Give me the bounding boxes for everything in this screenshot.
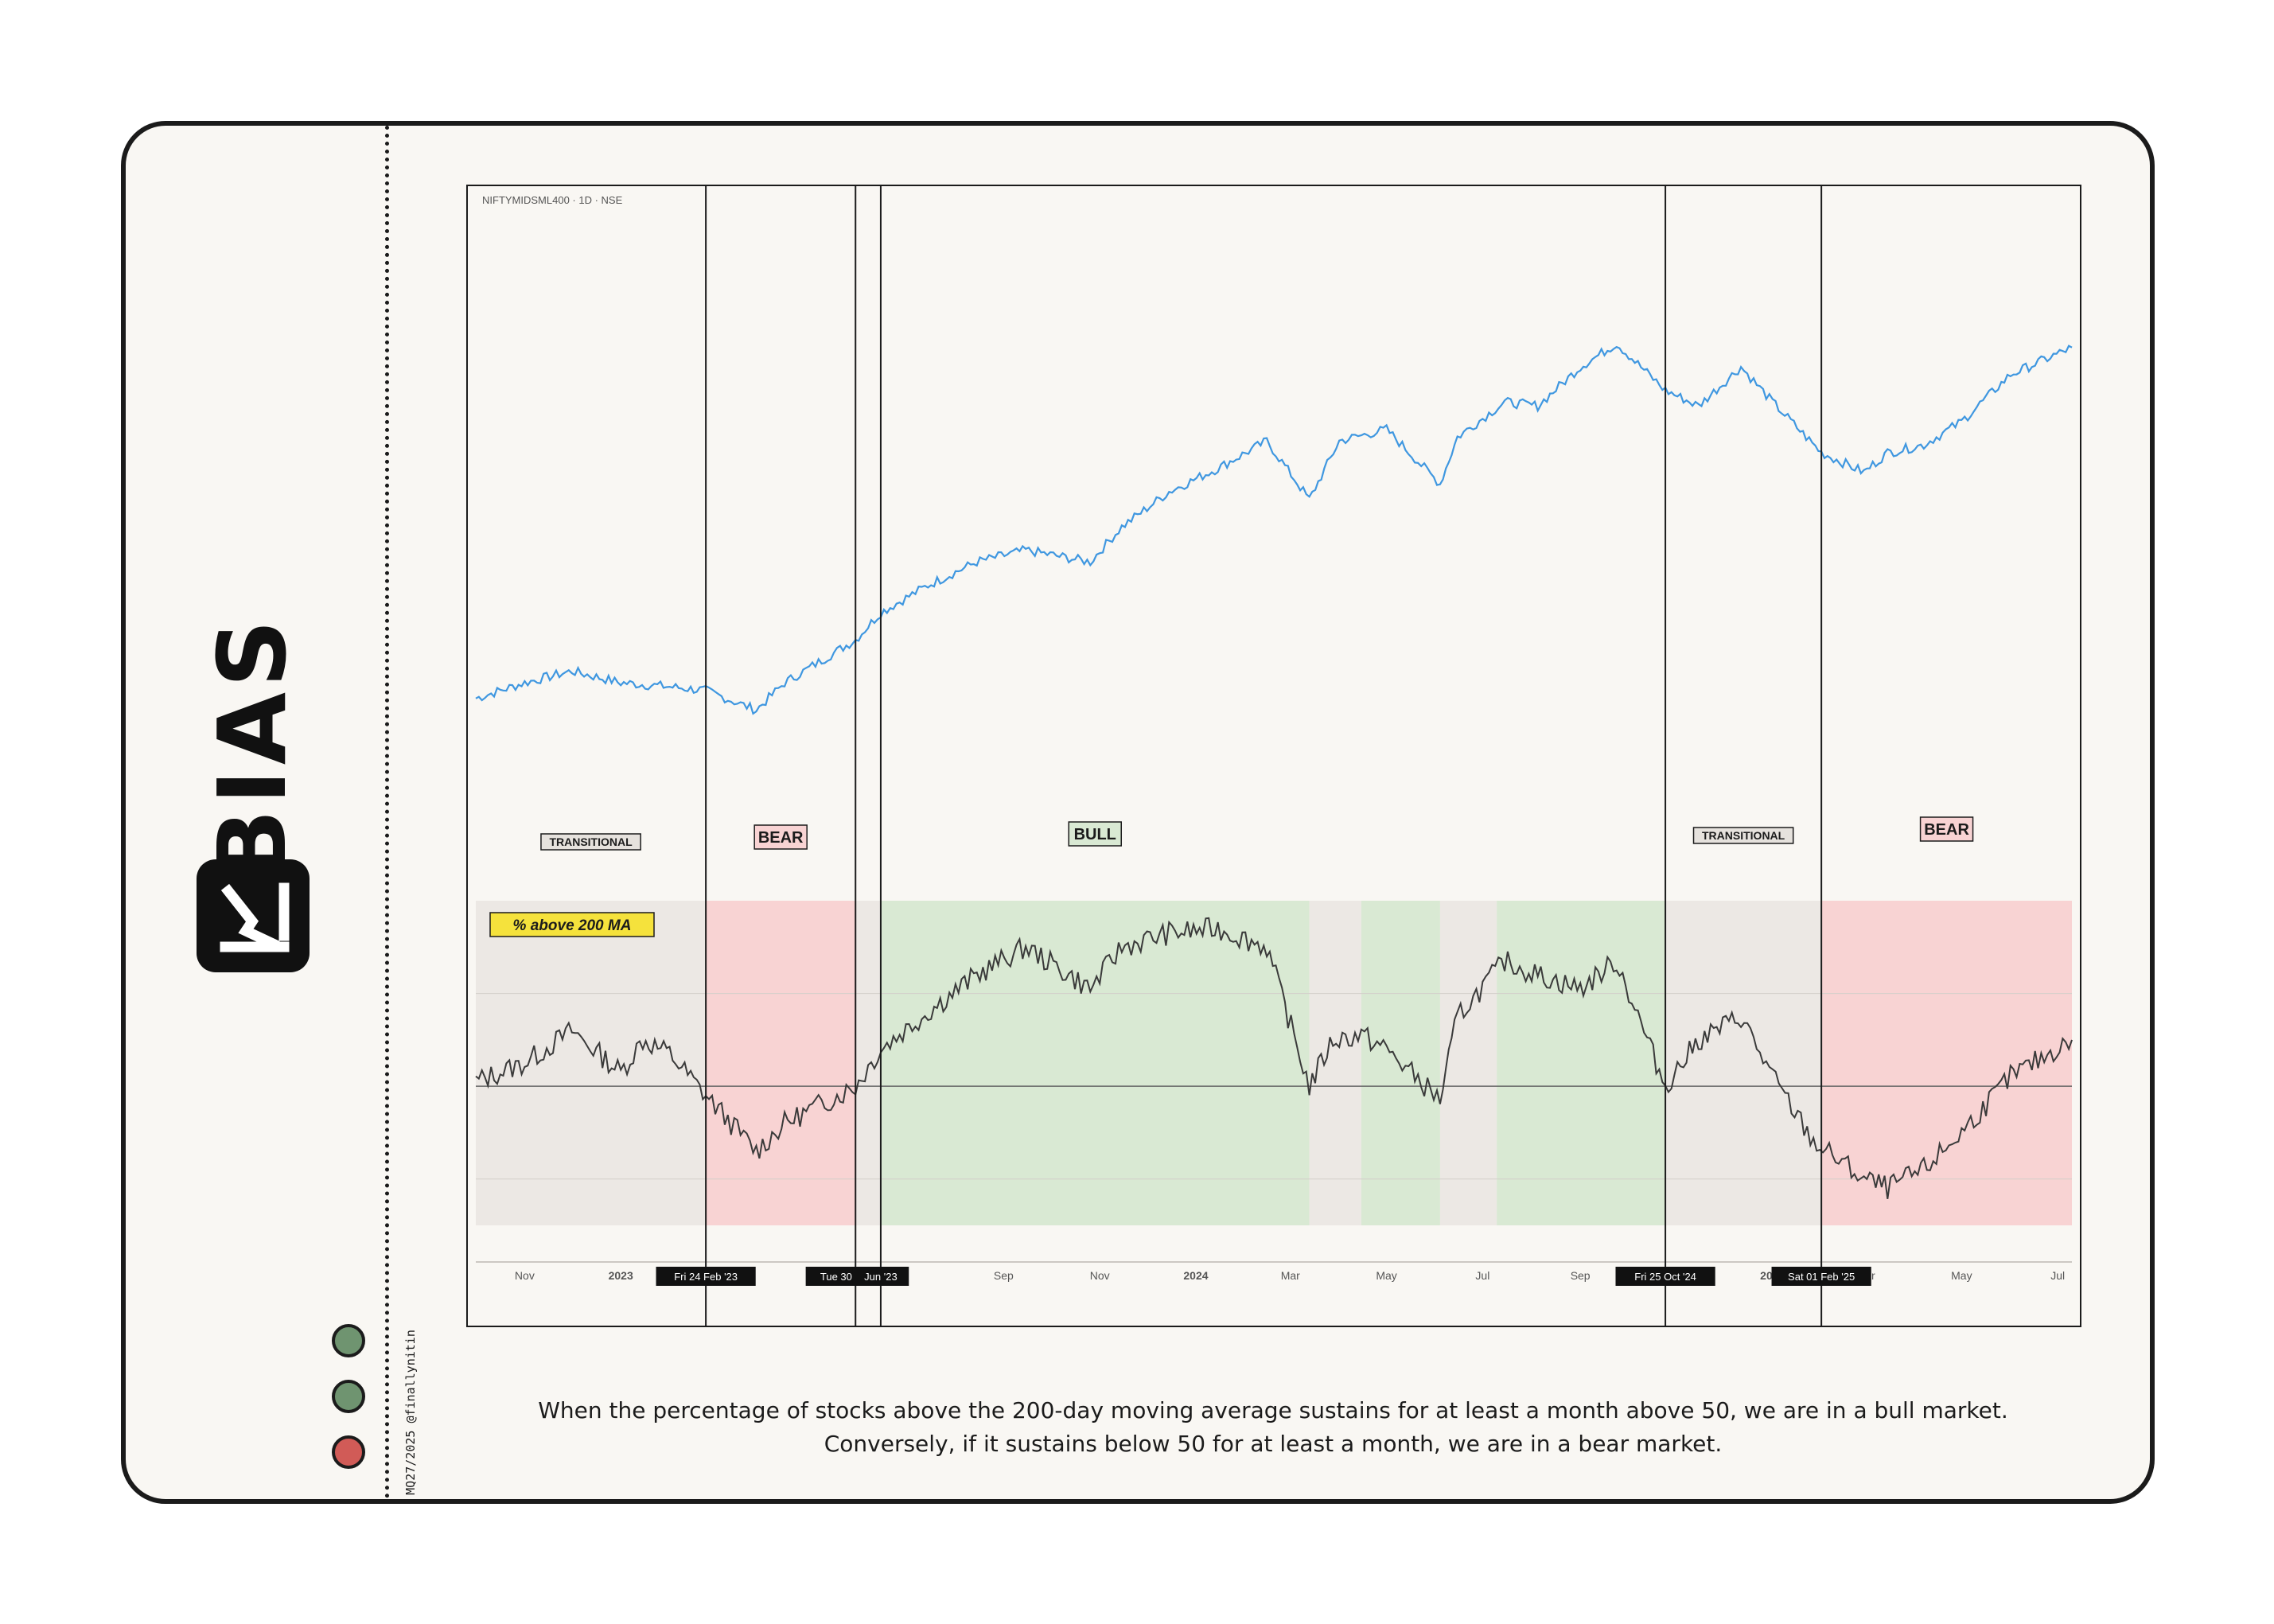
regime-label-box bbox=[540, 833, 641, 851]
brand-word: BIAS bbox=[197, 614, 307, 882]
regime-band-9 bbox=[1821, 901, 2072, 1225]
dotted-divider bbox=[385, 126, 389, 1499]
marker-chip bbox=[1615, 1267, 1715, 1286]
price-series-line bbox=[475, 345, 2073, 715]
regime-label-box bbox=[1919, 816, 1974, 842]
x-tick-label: Sep bbox=[1571, 1269, 1591, 1282]
regime-label-box bbox=[1068, 821, 1122, 847]
marker-chip bbox=[656, 1267, 756, 1286]
x-tick-label: Jul bbox=[1475, 1269, 1489, 1282]
x-tick-label: Nov bbox=[1090, 1269, 1110, 1282]
indicator-label: % above 200 MA bbox=[513, 917, 632, 934]
status-dot-green-1 bbox=[332, 1324, 365, 1357]
marker-chip bbox=[852, 1267, 909, 1286]
caption: When the percentage of stocks above the … bbox=[538, 1397, 2008, 1457]
regime-label-box bbox=[753, 824, 808, 850]
x-tick-label: 2024 bbox=[1183, 1269, 1208, 1282]
x-tick-label: Nov bbox=[515, 1269, 535, 1282]
regime-label-box bbox=[1692, 827, 1794, 844]
regime-label: BEAR bbox=[758, 829, 804, 847]
marker-chip-label: Fri 24 Feb '23 bbox=[674, 1271, 738, 1283]
regime-label: BEAR bbox=[1924, 821, 1969, 839]
regime-band-0 bbox=[476, 901, 707, 1225]
regime-label: BULL bbox=[1074, 826, 1116, 843]
regime-label: TRANSITIONAL bbox=[549, 835, 633, 848]
chart-title: NIFTYMIDSML400 · 1D · NSE bbox=[482, 194, 623, 206]
x-tick-label: May bbox=[1376, 1269, 1396, 1282]
regime-band-8 bbox=[1665, 901, 1822, 1225]
regime-band-5 bbox=[1361, 901, 1440, 1225]
marker-chip-label: Fri 25 Oct '24 bbox=[1634, 1271, 1696, 1283]
trend-down-logo-icon bbox=[197, 859, 310, 972]
status-dot-green-2 bbox=[332, 1380, 365, 1413]
marker-chip-label: Sat 01 Feb '25 bbox=[1788, 1271, 1855, 1283]
regime-band-1 bbox=[706, 901, 856, 1225]
x-tick-label: 2023 bbox=[609, 1269, 633, 1282]
author-credit: MQ27/2025 @finallynitin bbox=[403, 1330, 418, 1495]
marker-chip-label: Jun '23 bbox=[864, 1271, 898, 1283]
indicator-label-box bbox=[489, 912, 655, 937]
regime-label: TRANSITIONAL bbox=[1702, 829, 1785, 842]
x-tick-label: Sep bbox=[994, 1269, 1014, 1282]
regime-band-7 bbox=[1497, 901, 1666, 1225]
regime-band-6 bbox=[1439, 901, 1497, 1225]
breadth-series-line bbox=[475, 917, 2073, 1199]
regime-chart: Nov2023MarSepNov2024MarMayJulSep2025MarM… bbox=[475, 185, 2073, 1327]
regime-band-3 bbox=[880, 901, 1310, 1225]
x-tick-label: Jul bbox=[2050, 1269, 2065, 1282]
x-tick-label: May bbox=[1951, 1269, 1972, 1282]
brand: BIAS bbox=[197, 615, 316, 979]
x-tick-label: Mar bbox=[1281, 1269, 1300, 1282]
marker-chip bbox=[1771, 1267, 1871, 1286]
status-dot-red bbox=[332, 1435, 365, 1469]
